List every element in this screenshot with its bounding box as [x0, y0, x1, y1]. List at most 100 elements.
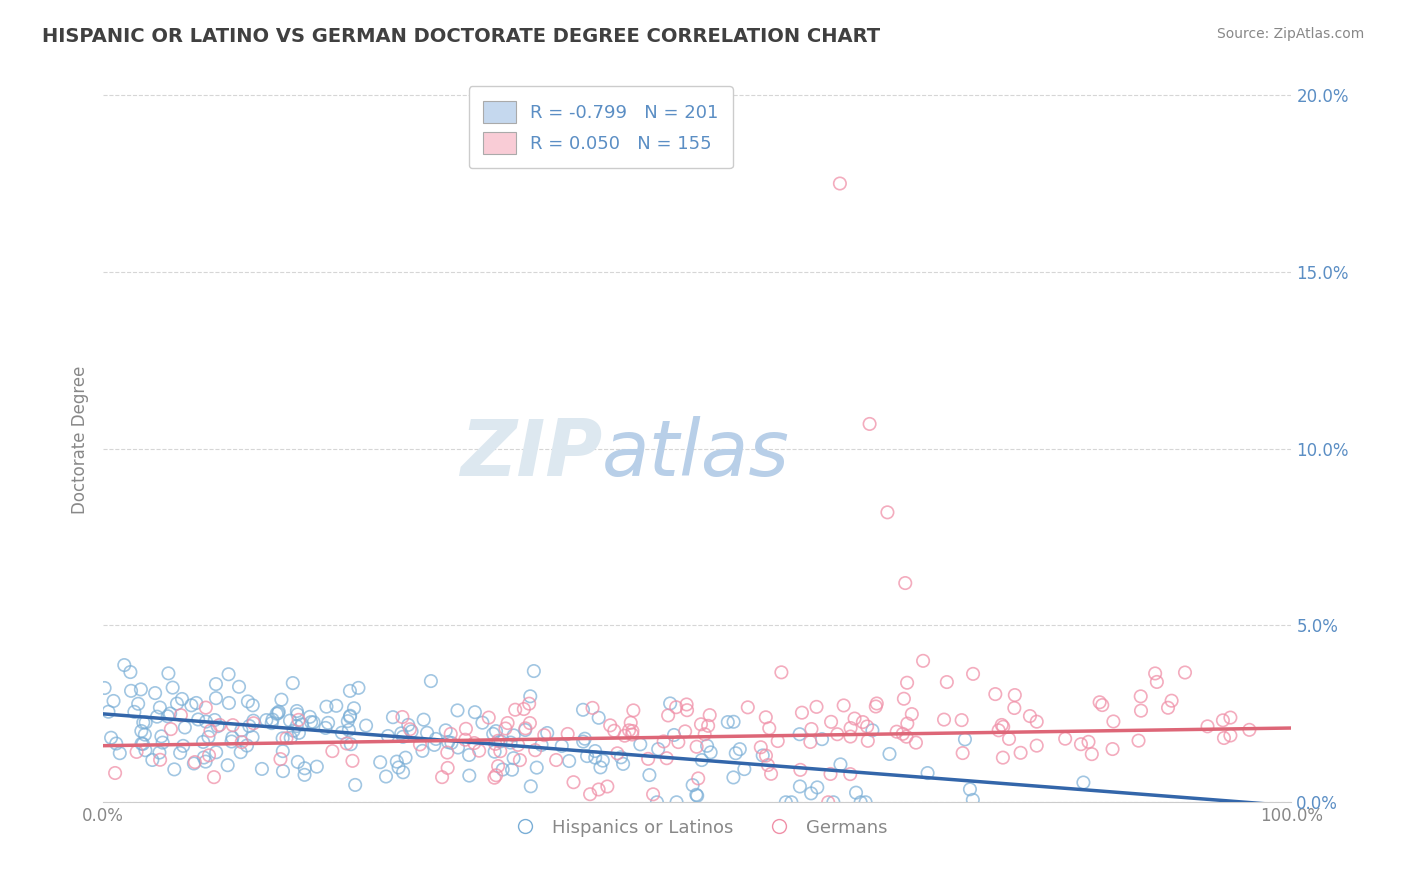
Germans: [1219, 710, 1241, 724]
Hispanics or Latinos: [389, 726, 412, 740]
Germans: [755, 710, 778, 724]
Germans: [160, 722, 183, 736]
Hispanics or Latinos: [218, 696, 240, 710]
Hispanics or Latinos: [339, 737, 361, 751]
Germans: [1219, 729, 1241, 743]
Hispanics or Latinos: [105, 737, 128, 751]
Germans: [1025, 714, 1047, 729]
Hispanics or Latinos: [131, 737, 153, 751]
Germans: [697, 719, 720, 733]
Germans: [321, 744, 343, 758]
Germans: [652, 734, 675, 748]
Hispanics or Latinos: [686, 789, 709, 803]
Germans: [896, 716, 918, 731]
Hispanics or Latinos: [520, 779, 543, 793]
Germans: [621, 727, 644, 741]
Germans: [399, 723, 422, 737]
Germans: [1130, 704, 1153, 718]
Germans: [827, 727, 849, 741]
Germans: [489, 744, 512, 758]
Hispanics or Latinos: [502, 728, 524, 742]
Hispanics or Latinos: [228, 680, 250, 694]
Hispanics or Latinos: [610, 750, 633, 764]
Germans: [876, 505, 898, 519]
Germans: [1146, 675, 1168, 690]
Hispanics or Latinos: [305, 759, 328, 773]
Hispanics or Latinos: [205, 677, 228, 691]
Germans: [391, 710, 413, 724]
Germans: [484, 737, 506, 751]
Text: Source: ZipAtlas.com: Source: ZipAtlas.com: [1216, 27, 1364, 41]
Germans: [693, 727, 716, 741]
Germans: [588, 782, 610, 797]
Germans: [1157, 700, 1180, 714]
Hispanics or Latinos: [638, 768, 661, 782]
Germans: [1239, 723, 1261, 737]
Germans: [799, 735, 821, 749]
Germans: [242, 716, 264, 731]
Hispanics or Latinos: [464, 705, 486, 719]
Hispanics or Latinos: [830, 757, 852, 772]
Germans: [1088, 695, 1111, 709]
Legend: Hispanics or Latinos, Germans: Hispanics or Latinos, Germans: [501, 812, 894, 844]
Germans: [737, 700, 759, 714]
Germans: [562, 775, 585, 789]
Hispanics or Latinos: [156, 709, 179, 723]
Hispanics or Latinos: [193, 750, 215, 764]
Hispanics or Latinos: [811, 732, 834, 747]
Hispanics or Latinos: [281, 676, 304, 690]
Hispanics or Latinos: [751, 748, 773, 763]
Hispanics or Latinos: [93, 681, 115, 695]
Hispanics or Latinos: [285, 719, 308, 733]
Hispanics or Latinos: [375, 770, 398, 784]
Hispanics or Latinos: [180, 698, 202, 713]
Germans: [1129, 690, 1152, 704]
Text: HISPANIC OR LATINO VS GERMAN DOCTORATE DEGREE CORRELATION CHART: HISPANIC OR LATINO VS GERMAN DOCTORATE D…: [42, 27, 880, 45]
Hispanics or Latinos: [283, 723, 305, 738]
Germans: [839, 721, 862, 735]
Germans: [170, 708, 193, 723]
Germans: [894, 576, 917, 591]
Hispanics or Latinos: [699, 745, 721, 759]
Germans: [817, 795, 839, 809]
Hispanics or Latinos: [242, 730, 264, 744]
Germans: [675, 698, 697, 712]
Hispanics or Latinos: [437, 735, 460, 749]
Hispanics or Latinos: [377, 729, 399, 743]
Hispanics or Latinos: [278, 714, 301, 728]
Hispanics or Latinos: [330, 725, 353, 739]
Hispanics or Latinos: [419, 674, 441, 689]
Hispanics or Latinos: [368, 755, 391, 769]
Germans: [486, 733, 509, 747]
Hispanics or Latinos: [194, 755, 217, 769]
Hispanics or Latinos: [221, 734, 243, 748]
Germans: [1128, 733, 1150, 747]
Germans: [993, 720, 1015, 734]
Hispanics or Latinos: [855, 795, 877, 809]
Hispanics or Latinos: [800, 786, 823, 800]
Germans: [655, 751, 678, 765]
Hispanics or Latinos: [270, 692, 292, 706]
Hispanics or Latinos: [325, 698, 347, 713]
Hispanics or Latinos: [696, 739, 718, 753]
Germans: [200, 723, 222, 738]
Germans: [503, 703, 526, 717]
Germans: [506, 738, 529, 752]
Germans: [759, 767, 782, 781]
Hispanics or Latinos: [502, 751, 524, 765]
Germans: [269, 752, 291, 766]
Germans: [1213, 731, 1236, 745]
Germans: [904, 736, 927, 750]
Germans: [856, 719, 879, 733]
Hispanics or Latinos: [146, 709, 169, 723]
Text: atlas: atlas: [602, 417, 790, 492]
Hispanics or Latinos: [416, 726, 439, 740]
Hispanics or Latinos: [728, 742, 751, 756]
Hispanics or Latinos: [482, 727, 505, 741]
Germans: [208, 718, 231, 732]
Hispanics or Latinos: [723, 771, 745, 785]
Germans: [184, 755, 207, 769]
Hispanics or Latinos: [515, 723, 537, 737]
Hispanics or Latinos: [103, 694, 125, 708]
Germans: [806, 699, 828, 714]
